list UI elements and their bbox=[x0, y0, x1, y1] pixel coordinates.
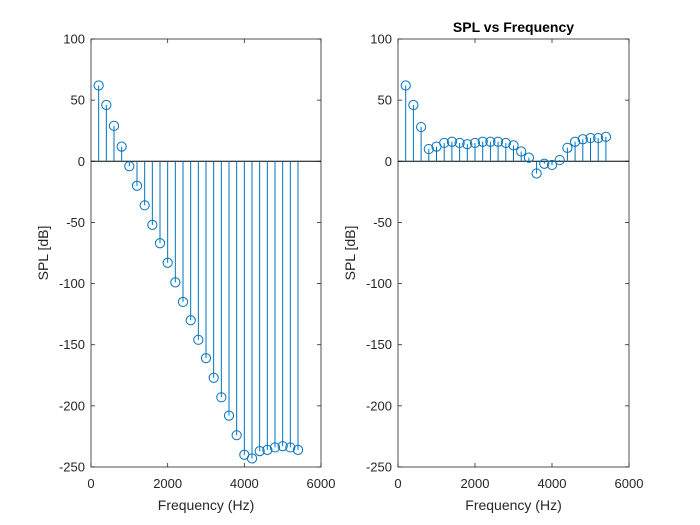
stem-marker bbox=[292, 444, 304, 455]
stem-marker bbox=[570, 136, 581, 147]
y-tick-label: -150 bbox=[59, 337, 85, 352]
stem-marker bbox=[93, 80, 104, 91]
stem-marker bbox=[200, 353, 212, 364]
subplot-1: 0 2000 4000 6000 100 50 0 -50 -100 -150 -200 -250 Fr… bbox=[35, 32, 335, 514]
x-axis-label: Frequency (Hz) bbox=[158, 497, 254, 513]
stem-marker bbox=[162, 257, 173, 268]
y-tick-label: 0 bbox=[385, 154, 392, 169]
x-tick-label: 2000 bbox=[461, 476, 490, 491]
stem-marker bbox=[585, 132, 596, 144]
stem-marker bbox=[469, 137, 481, 149]
chart-title: SPL vs Frequency bbox=[453, 19, 574, 35]
stem-marker bbox=[477, 136, 488, 147]
stem-marker bbox=[170, 277, 181, 288]
y-tick-label: -50 bbox=[66, 215, 85, 230]
stem-marker bbox=[439, 137, 450, 149]
stem-marker bbox=[285, 442, 296, 453]
x-tick-label: 0 bbox=[394, 476, 401, 491]
stem-marker bbox=[139, 200, 150, 211]
y-tick-label: -50 bbox=[373, 215, 392, 230]
stem-marker bbox=[147, 219, 158, 230]
x-tick-label: 2000 bbox=[153, 476, 182, 491]
stem-marker bbox=[154, 238, 166, 249]
subplot-2: 0 2000 4000 6000 100 50 0 -50 -100 -150 -200 -250 Fr… bbox=[342, 19, 643, 513]
stem-marker bbox=[131, 180, 143, 191]
x-tick-label: 6000 bbox=[307, 476, 336, 491]
y-tick-label: 100 bbox=[63, 32, 85, 47]
series-1 bbox=[400, 80, 612, 179]
stem-marker bbox=[246, 453, 258, 464]
stem-marker bbox=[108, 120, 120, 131]
x-tick-label: 4000 bbox=[230, 476, 259, 491]
stem-marker bbox=[539, 158, 550, 169]
y-tick-label: 50 bbox=[378, 93, 392, 108]
stem-marker bbox=[600, 131, 612, 142]
stem-marker bbox=[101, 99, 112, 111]
stem-marker bbox=[177, 296, 189, 308]
x-tick-label: 0 bbox=[87, 476, 94, 491]
stem-marker bbox=[185, 315, 196, 326]
stem-marker bbox=[516, 146, 527, 157]
axes-box bbox=[397, 38, 630, 468]
y-tick-label: -100 bbox=[59, 276, 85, 291]
stem-marker bbox=[508, 140, 519, 151]
stem-marker bbox=[546, 159, 558, 171]
stem-marker bbox=[269, 442, 281, 453]
stem-marker bbox=[554, 154, 565, 166]
stem-marker bbox=[562, 142, 573, 153]
stem-marker bbox=[124, 161, 135, 172]
stem-marker bbox=[423, 143, 434, 155]
stem-marker bbox=[454, 137, 465, 149]
x-tick-label: 6000 bbox=[615, 476, 644, 491]
stem-marker bbox=[193, 334, 204, 345]
stem-marker bbox=[577, 134, 588, 145]
stem-marker bbox=[531, 168, 542, 179]
y-tick-label: -150 bbox=[366, 337, 392, 352]
y-tick-label: -200 bbox=[366, 398, 392, 413]
stem-marker bbox=[493, 136, 504, 147]
y-axis-label: SPL [dB] bbox=[35, 226, 51, 281]
stem-marker bbox=[277, 441, 288, 452]
stem-marker bbox=[523, 152, 535, 163]
stem-marker bbox=[231, 430, 242, 441]
y-tick-label: -200 bbox=[59, 398, 85, 413]
y-tick-label: -100 bbox=[366, 276, 392, 291]
x-tick-label: 4000 bbox=[538, 476, 567, 491]
stem-marker bbox=[400, 80, 411, 91]
stem-marker bbox=[223, 410, 235, 421]
y-tick-label: 50 bbox=[71, 93, 85, 108]
stem-marker bbox=[446, 136, 457, 147]
y-axis-label: SPL [dB] bbox=[342, 226, 358, 281]
y-tick-label: 0 bbox=[78, 154, 85, 169]
stem-marker bbox=[408, 99, 419, 111]
series-1 bbox=[93, 80, 304, 464]
stem-marker bbox=[462, 139, 473, 150]
stem-marker bbox=[416, 121, 427, 133]
stem-marker bbox=[262, 444, 273, 455]
stem-marker bbox=[593, 132, 604, 144]
stem-marker bbox=[485, 136, 496, 147]
stem-marker bbox=[216, 392, 227, 403]
y-tick-label: 100 bbox=[370, 32, 392, 47]
stem-marker bbox=[208, 372, 219, 383]
y-tick-label: -250 bbox=[59, 460, 85, 475]
stem-marker bbox=[116, 141, 127, 152]
stem-marker bbox=[254, 446, 265, 457]
y-tick-label: -250 bbox=[366, 460, 392, 475]
x-axis-label: Frequency (Hz) bbox=[465, 497, 561, 513]
stem-marker bbox=[500, 137, 511, 149]
